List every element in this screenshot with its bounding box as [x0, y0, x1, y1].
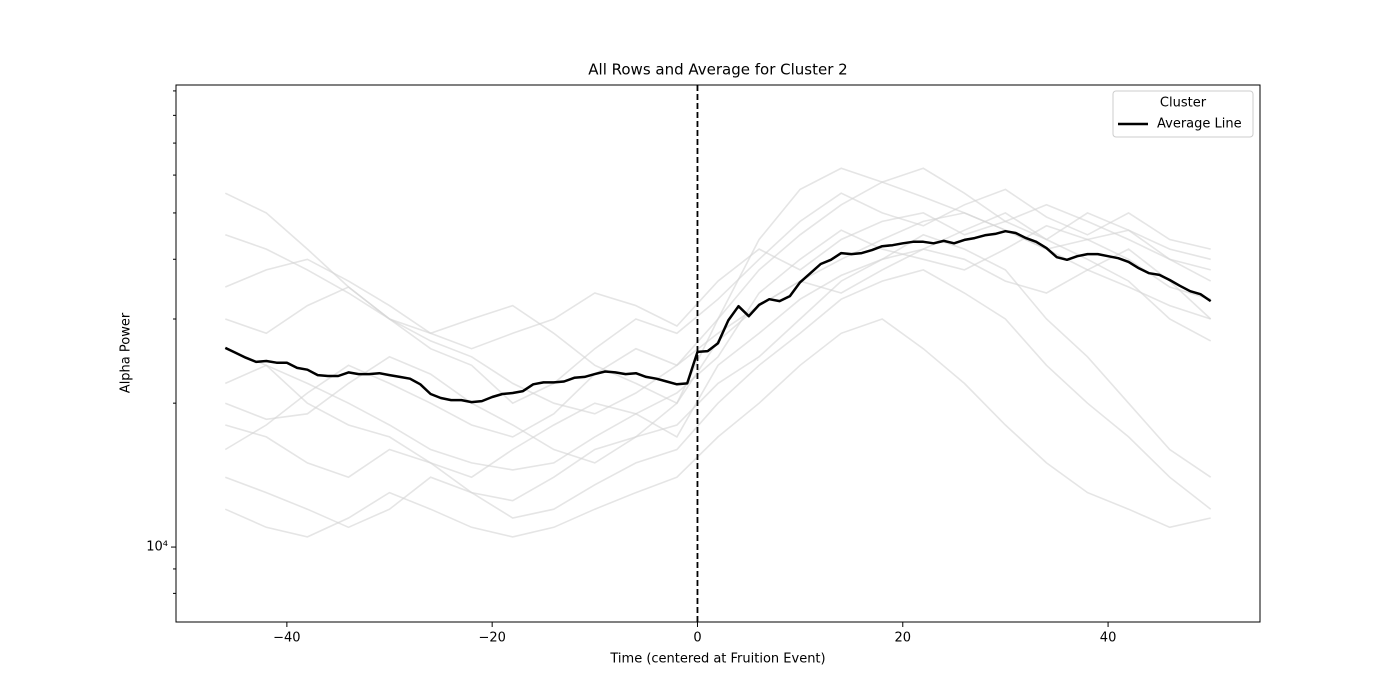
- row-line: [224, 211, 1212, 479]
- chart-title: All Rows and Average for Cluster 2: [588, 61, 847, 79]
- row-line: [224, 248, 1212, 451]
- x-tick-label: 20: [894, 631, 911, 646]
- x-tick-label: 40: [1100, 631, 1117, 646]
- row-line: [224, 318, 1211, 538]
- average-line: [224, 229, 1212, 404]
- row-line: [224, 224, 1211, 471]
- y-axis-label: Alpha Power: [119, 312, 134, 393]
- row-line: [225, 269, 1212, 529]
- legend-title: Cluster: [1160, 96, 1207, 111]
- x-tick-label: 0: [693, 631, 701, 646]
- x-axis-label: Time (centered at Fruition Event): [609, 652, 825, 667]
- legend: Cluster Average Line: [1112, 90, 1254, 138]
- x-tick-label: −20: [478, 631, 505, 646]
- legend-box: [1112, 90, 1254, 138]
- y-tick-label: 10⁴: [146, 540, 168, 555]
- axes-frame: [175, 84, 1261, 623]
- legend-label: Average Line: [1157, 117, 1242, 132]
- row-line: [224, 203, 1211, 350]
- x-tick-label: −40: [273, 631, 300, 646]
- row-line: [225, 233, 1212, 502]
- plot-area: [224, 85, 1212, 622]
